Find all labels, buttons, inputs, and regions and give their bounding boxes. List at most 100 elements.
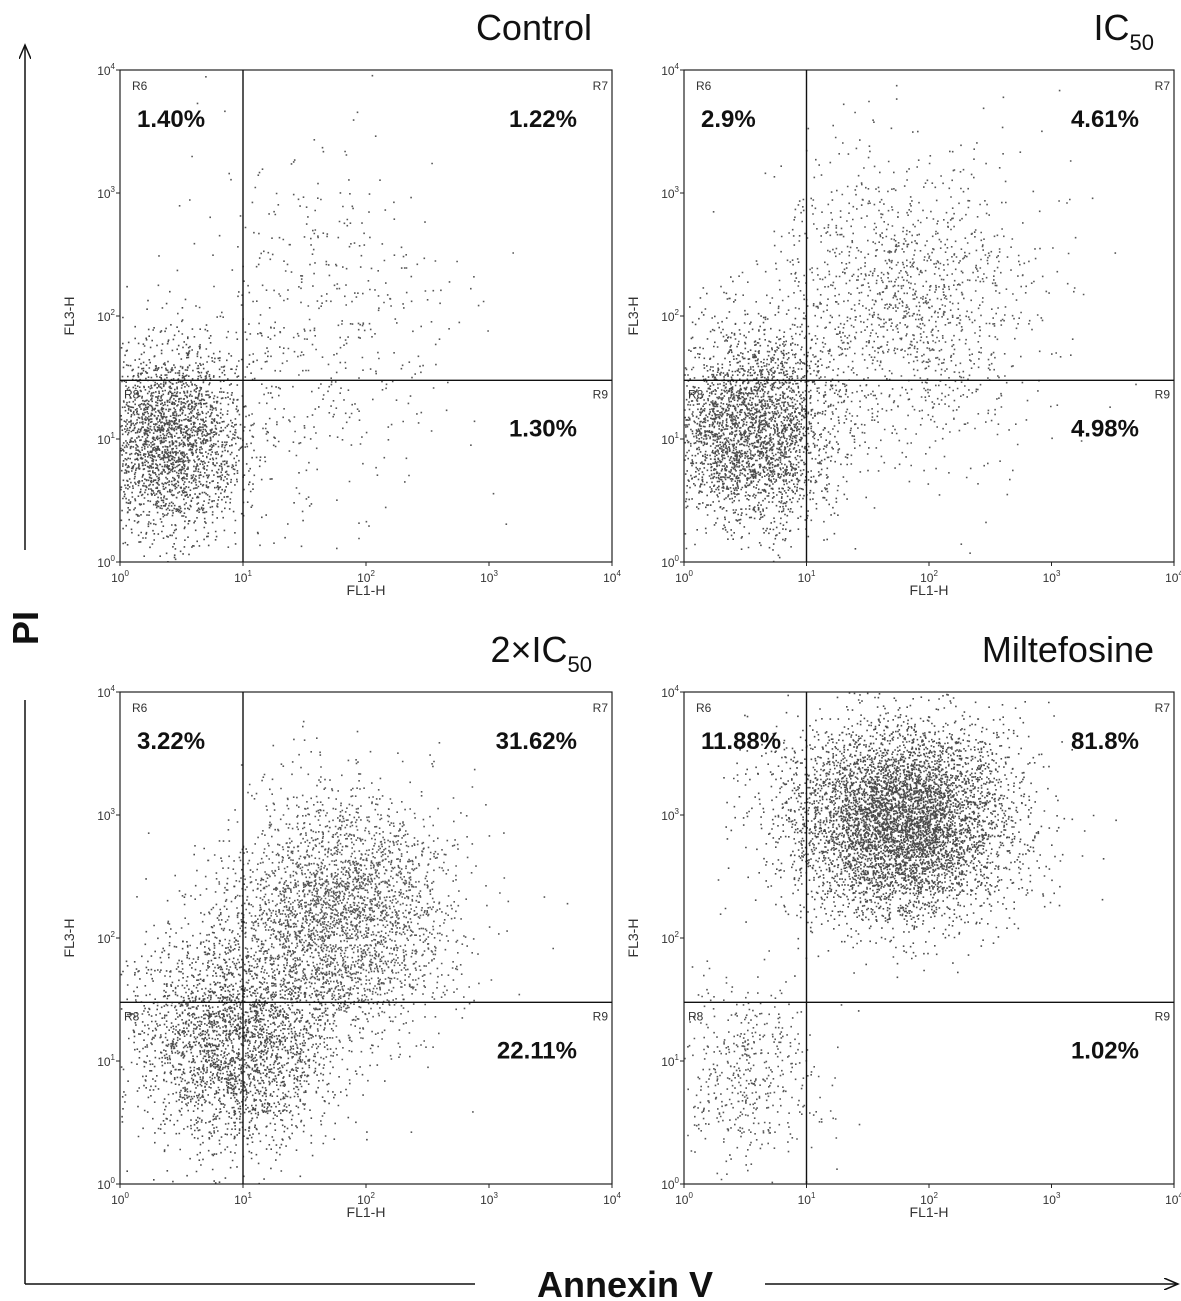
x-tick-label: 101: [234, 1191, 252, 1207]
flow-panel-2: 100 101 102 103 104 100 101 102 103 104 FL1-H FL3-H…: [625, 7, 1181, 598]
y-tick-label: 104: [97, 684, 115, 700]
region-label-r7: R7: [593, 701, 609, 715]
panel-title-text: IC: [1094, 7, 1130, 48]
panel-title: IC50: [1094, 7, 1154, 55]
region-label-r8: R8: [688, 1009, 704, 1023]
y-tick-label: 100: [97, 1176, 115, 1192]
region-label-r7: R7: [593, 79, 609, 93]
panel-title-subscript: 50: [1130, 30, 1154, 55]
scatter-cloud: [120, 720, 569, 1184]
x-tick-label: 102: [920, 569, 938, 585]
x-tick-label: 101: [798, 1191, 816, 1207]
y-tick-label: 103: [97, 185, 115, 201]
region-label-r9: R9: [593, 1009, 609, 1023]
panel-title-text: 2×IC: [490, 629, 567, 670]
y-tick-label: 103: [661, 807, 679, 823]
plot-frame: [683, 691, 1175, 1185]
y-tick-label: 102: [661, 930, 679, 946]
panel-title: Control: [476, 7, 592, 48]
event-population-1: [691, 692, 1117, 1012]
quadrant-percent-lower-right: 22.11%: [497, 1037, 577, 1064]
x-tick-label: 101: [798, 569, 816, 585]
quadrant-percent-upper-left: 2.9%: [701, 106, 756, 133]
x-tick-label: 101: [234, 569, 252, 585]
x-tick-label: 100: [675, 569, 693, 585]
quadrant-percent-upper-right: 31.62%: [496, 728, 577, 755]
region-label-r6: R6: [696, 701, 712, 715]
x-tick-label: 104: [603, 569, 621, 585]
x-tick-label: 100: [111, 569, 129, 585]
y-axis-label: FL3-H: [625, 297, 641, 336]
region-label-r9: R9: [593, 387, 609, 401]
panel-title-subscript: 50: [568, 652, 592, 677]
x-tick-label: 103: [1043, 1191, 1061, 1207]
quadrant-percent-upper-left: 1.40%: [137, 106, 205, 133]
quadrant-percent-lower-right: 4.98%: [1071, 415, 1139, 442]
x-axis-label: FL1-H: [910, 582, 949, 598]
panel-title: Miltefosine: [982, 629, 1154, 670]
panel-title: 2×IC50: [490, 629, 592, 677]
x-tick-label: 104: [1165, 569, 1181, 585]
plot-frame: [119, 691, 613, 1185]
y-axis-label: FL3-H: [625, 919, 641, 958]
annexin-axis-label: Annexin V: [537, 1264, 713, 1301]
plot-frame: [119, 69, 613, 563]
region-label-r7: R7: [1155, 79, 1171, 93]
y-tick-label: 104: [661, 62, 679, 78]
x-tick-label: 102: [920, 1191, 938, 1207]
flow-panel-3: 100 101 102 103 104 100 101 102 103 104 FL1-H FL3-H…: [61, 629, 621, 1220]
quadrant-percent-upper-right: 1.22%: [509, 106, 577, 133]
event-population-2: [136, 720, 569, 1140]
y-tick-label: 101: [97, 1053, 115, 1069]
y-tick-label: 101: [97, 431, 115, 447]
panel-title-text: Control: [476, 7, 592, 48]
scatter-cloud: [684, 692, 1117, 1184]
region-label-r7: R7: [1155, 701, 1171, 715]
event-population-1: [120, 847, 413, 1184]
plot-frame: [683, 69, 1175, 563]
panel-title-text: Miltefosine: [982, 629, 1154, 670]
x-tick-label: 102: [357, 569, 375, 585]
x-axis-label: FL1-H: [347, 582, 386, 598]
region-label-r6: R6: [132, 701, 148, 715]
y-tick-label: 103: [97, 807, 115, 823]
y-tick-label: 100: [661, 1176, 679, 1192]
quadrant-percent-upper-right: 81.8%: [1071, 728, 1139, 755]
y-tick-label: 103: [661, 185, 679, 201]
flow-panel-4: 100 101 102 103 104 100 101 102 103 104 FL1-H FL3-H…: [625, 629, 1181, 1220]
scatter-cloud: [684, 84, 1137, 562]
quadrant-percent-lower-right: 1.30%: [509, 415, 577, 442]
x-tick-label: 100: [675, 1191, 693, 1207]
x-tick-label: 103: [1043, 569, 1061, 585]
y-tick-label: 100: [97, 554, 115, 570]
pi-axis-label: PI: [5, 611, 46, 645]
quadrant-percent-upper-right: 4.61%: [1071, 106, 1139, 133]
x-tick-label: 104: [603, 1191, 621, 1207]
y-tick-label: 102: [97, 930, 115, 946]
y-tick-label: 102: [661, 308, 679, 324]
y-tick-label: 104: [661, 684, 679, 700]
y-tick-label: 101: [661, 1053, 679, 1069]
y-tick-label: 102: [97, 308, 115, 324]
x-axis-label: FL1-H: [910, 1204, 949, 1220]
y-axis-label: FL3-H: [61, 297, 77, 336]
region-label-r6: R6: [132, 79, 148, 93]
region-label-r8: R8: [124, 1009, 140, 1023]
region-label-r6: R6: [696, 79, 712, 93]
region-label-r8: R8: [124, 387, 140, 401]
region-label-r9: R9: [1155, 1009, 1171, 1023]
x-axis-label: FL1-H: [347, 1204, 386, 1220]
y-tick-label: 101: [661, 431, 679, 447]
quadrant-percent-upper-left: 3.22%: [137, 728, 205, 755]
quadrant-percent-upper-left: 11.88%: [701, 728, 781, 755]
region-label-r8: R8: [688, 387, 704, 401]
x-tick-label: 103: [480, 569, 498, 585]
x-tick-label: 103: [480, 1191, 498, 1207]
event-population-1: [684, 261, 911, 562]
quadrant-percent-lower-right: 1.02%: [1071, 1037, 1139, 1064]
y-tick-label: 100: [661, 554, 679, 570]
flow-panel-1: 100 101 102 103 104 100 101 102 103 104 FL1-H FL3-H…: [61, 7, 621, 598]
x-tick-label: 100: [111, 1191, 129, 1207]
region-label-r9: R9: [1155, 387, 1171, 401]
